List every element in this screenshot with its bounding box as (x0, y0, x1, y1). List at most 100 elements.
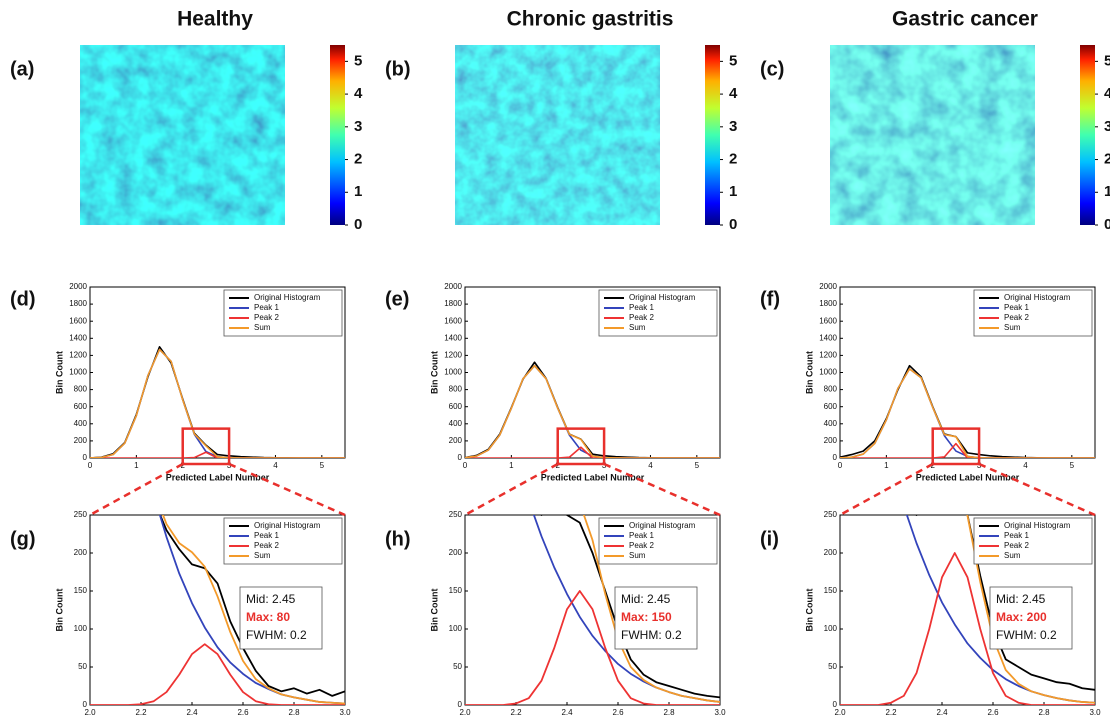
y-tick-label: 200 (74, 548, 88, 557)
y-axis-label: Bin Count (54, 351, 64, 394)
series-line (540, 515, 720, 699)
annotation: FWHM: 0.2 (246, 628, 307, 642)
y-tick-label: 1800 (444, 299, 462, 308)
y-tick-label: 150 (449, 586, 463, 595)
colorbar-tick-label: 1 (1104, 183, 1110, 200)
y-tick-label: 800 (449, 385, 463, 394)
legend-label: Peak 1 (1004, 531, 1029, 540)
y-tick-label: 100 (449, 624, 463, 633)
annotation: Mid: 2.45 (246, 592, 296, 606)
y-tick-label: 1200 (69, 351, 87, 360)
y-tick-label: 400 (74, 419, 88, 428)
x-tick-label: 2.0 (84, 708, 96, 717)
colorbar-tick-label: 3 (354, 118, 362, 135)
y-tick-label: 400 (449, 419, 463, 428)
y-tick-label: 0 (833, 453, 838, 462)
series-line (90, 348, 345, 458)
x-tick-label: 2.0 (834, 708, 846, 717)
colorbar-tick-label: 0 (1104, 216, 1110, 233)
y-tick-label: 150 (824, 586, 838, 595)
y-tick-label: 1800 (819, 299, 837, 308)
x-tick-label: 3.0 (1089, 708, 1101, 717)
y-axis-label: Bin Count (804, 351, 814, 394)
panel-label: (e) (385, 288, 409, 310)
legend-label: Peak 2 (1004, 541, 1029, 550)
series-line (159, 515, 345, 697)
y-axis-label: Bin Count (54, 589, 64, 632)
panel-label: (a) (10, 58, 34, 80)
zoom-link (228, 462, 346, 517)
panel-label: (b) (385, 58, 411, 80)
x-tick-label: 2.4 (561, 708, 573, 717)
legend-label: Original Histogram (1004, 521, 1071, 530)
y-tick-label: 200 (824, 436, 838, 445)
series-group (840, 364, 1095, 458)
x-tick-label: 0 (88, 461, 93, 470)
panel-label: (i) (760, 528, 779, 550)
colorbar (705, 45, 720, 225)
legend-label: Peak 2 (254, 313, 279, 322)
legend-label: Peak 2 (254, 541, 279, 550)
legend-label: Sum (1004, 551, 1021, 560)
y-axis-label: Bin Count (804, 589, 814, 632)
y-axis-label: Bin Count (429, 589, 439, 632)
annotation: FWHM: 0.2 (996, 628, 1057, 642)
panel-label: (c) (760, 58, 784, 80)
colorbar-tick-label: 2 (354, 151, 362, 168)
y-tick-label: 200 (824, 548, 838, 557)
x-tick-label: 2 (556, 461, 561, 470)
series-line (840, 368, 1095, 458)
annotation: Mid: 2.45 (621, 592, 671, 606)
series-line (582, 515, 720, 703)
colorbar-tick-label: 4 (354, 85, 363, 102)
annotation-box (989, 586, 1073, 650)
y-tick-label: 2000 (69, 282, 87, 291)
colorbar-tick-label: 3 (729, 118, 737, 135)
legend-label: Peak 1 (254, 303, 279, 312)
annotation-box (614, 586, 698, 650)
y-tick-label: 0 (83, 700, 88, 709)
x-tick-label: 2.2 (510, 708, 522, 717)
annotation: Max: 80 (246, 610, 290, 624)
y-tick-label: 200 (449, 436, 463, 445)
x-tick-label: 3.0 (714, 708, 726, 717)
colorbar-tick-label: 3 (1104, 118, 1110, 135)
series-group (90, 515, 345, 705)
colorbar-tick-label: 2 (729, 151, 737, 168)
panel-label: (d) (10, 288, 36, 310)
series-group (90, 346, 345, 458)
legend-label: Peak 1 (629, 531, 654, 540)
x-tick-label: 0 (838, 461, 843, 470)
y-tick-label: 0 (833, 700, 838, 709)
y-tick-label: 1200 (444, 351, 462, 360)
y-tick-label: 50 (78, 662, 87, 671)
y-tick-label: 200 (449, 548, 463, 557)
legend-label: Peak 1 (254, 531, 279, 540)
x-tick-label: 2.8 (663, 708, 675, 717)
x-tick-label: 1 (509, 461, 514, 470)
x-tick-label: 3 (602, 461, 607, 470)
series-line (465, 590, 720, 705)
y-tick-label: 1000 (819, 368, 837, 377)
x-tick-label: 1 (134, 461, 139, 470)
map-image (455, 45, 660, 225)
y-tick-label: 600 (74, 402, 88, 411)
x-tick-label: 1 (884, 461, 889, 470)
x-tick-label: 2 (931, 461, 936, 470)
x-tick-label: 5 (320, 461, 325, 470)
y-tick-label: 1400 (819, 333, 837, 342)
colorbar-tick-label: 0 (729, 216, 737, 233)
zoom-link (464, 462, 559, 517)
y-tick-label: 1000 (69, 368, 87, 377)
y-tick-label: 100 (74, 624, 88, 633)
legend-label: Original Histogram (629, 521, 696, 530)
annotation: FWHM: 0.2 (621, 628, 682, 642)
x-tick-label: 2.6 (237, 708, 249, 717)
y-tick-label: 2000 (444, 282, 462, 291)
y-axis-label: Bin Count (429, 351, 439, 394)
x-tick-label: 2 (181, 461, 186, 470)
y-tick-label: 600 (449, 402, 463, 411)
y-tick-label: 1800 (69, 299, 87, 308)
y-tick-label: 100 (824, 624, 838, 633)
